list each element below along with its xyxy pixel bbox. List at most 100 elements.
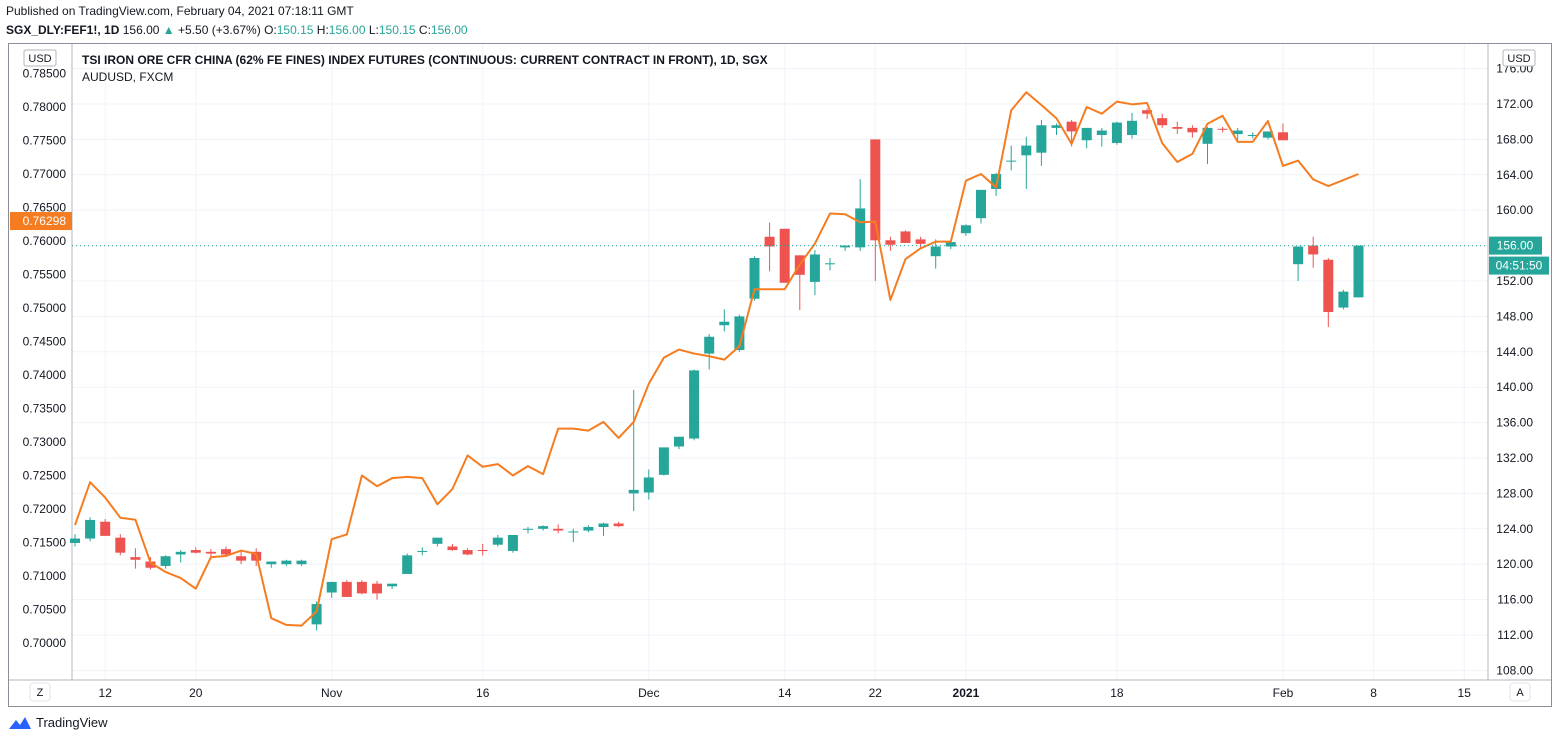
right-axis-tick-label: 120.00 bbox=[1496, 557, 1533, 571]
x-axis-tick-label: 2021 bbox=[953, 686, 980, 700]
candle-body bbox=[311, 604, 322, 625]
candle-body bbox=[1232, 130, 1243, 135]
candle-body bbox=[1096, 130, 1107, 135]
left-unit-badge[interactable] bbox=[23, 49, 57, 67]
close-value: 156.00 bbox=[430, 23, 468, 37]
candle-body bbox=[628, 489, 639, 494]
candle-body bbox=[236, 556, 247, 561]
audusd-last-tag-label: 0.76298 bbox=[23, 214, 67, 228]
candle-body bbox=[809, 254, 820, 282]
x-axis-tick-label: 18 bbox=[1110, 686, 1124, 700]
candle-body bbox=[190, 550, 201, 553]
tradingview-logo-icon bbox=[9, 716, 31, 729]
candle-body bbox=[372, 583, 382, 594]
candle-body bbox=[1111, 122, 1122, 143]
candle-body bbox=[900, 231, 911, 243]
published-line: Published on TradingView.com, February 0… bbox=[6, 4, 354, 18]
high-value: 156.00 bbox=[328, 23, 366, 37]
x-axis-tick-label: 12 bbox=[99, 686, 113, 700]
candle-body bbox=[1202, 127, 1213, 144]
left-axis-tick-label: 0.77000 bbox=[23, 167, 67, 181]
candle-body bbox=[1278, 132, 1288, 141]
left-axis-tick-label: 0.78500 bbox=[23, 67, 67, 81]
candle-body bbox=[175, 551, 186, 555]
candle-body bbox=[764, 236, 775, 247]
x-axis-tick-label: Feb bbox=[1273, 686, 1294, 700]
candle-body bbox=[553, 528, 564, 531]
left-axis-tick-label: 0.76500 bbox=[23, 201, 67, 215]
candle-body bbox=[447, 546, 458, 551]
candle-body bbox=[719, 321, 730, 326]
right-axis-tick-label: 148.00 bbox=[1496, 309, 1533, 323]
candle-body bbox=[1187, 127, 1198, 133]
right-axis-tick-label: 132.00 bbox=[1496, 451, 1533, 465]
candle-body bbox=[160, 556, 171, 566]
candle-body bbox=[960, 225, 971, 234]
high-label: H: bbox=[316, 23, 329, 37]
left-axis-tick-label: 0.70000 bbox=[23, 636, 67, 650]
x-axis-tick-label: 16 bbox=[476, 686, 490, 700]
candle-body bbox=[356, 581, 367, 594]
candle-body bbox=[930, 246, 941, 257]
candle-body bbox=[281, 560, 292, 565]
candle-body bbox=[266, 561, 277, 565]
right-axis-tick-label: 144.00 bbox=[1496, 345, 1533, 359]
candle-body bbox=[432, 537, 443, 544]
candle-body bbox=[402, 555, 413, 574]
right-axis-tick-label: 172.00 bbox=[1496, 97, 1533, 111]
candle-body bbox=[296, 560, 307, 565]
candle-body bbox=[130, 557, 141, 560]
ticker-line: SGX_DLY:FEF1!, 1D 156.00 ▲ +5.50 (+3.67%… bbox=[6, 23, 468, 37]
candle-body bbox=[492, 537, 503, 545]
candle-body bbox=[1293, 246, 1304, 265]
right-axis-tick-label: 112.00 bbox=[1497, 628, 1533, 642]
candle-body bbox=[1262, 131, 1273, 138]
candle-body bbox=[1157, 118, 1168, 126]
candle-body bbox=[704, 336, 715, 354]
close-label: C: bbox=[418, 23, 431, 37]
change-value: +5.50 (+3.67%) bbox=[178, 23, 261, 37]
last-price-tag bbox=[1489, 236, 1542, 255]
footer-brand[interactable]: TradingView bbox=[8, 715, 108, 730]
low-value: 150.15 bbox=[378, 23, 416, 37]
last-price-tag-label: 156.00 bbox=[1497, 239, 1534, 253]
candle-body bbox=[915, 239, 926, 244]
candle-body bbox=[1323, 259, 1334, 312]
candle-body bbox=[1021, 145, 1032, 156]
x-axis-tick-label: 14 bbox=[778, 686, 792, 700]
x-axis-tick-label: 20 bbox=[189, 686, 203, 700]
last-price: 156.00 bbox=[122, 23, 160, 37]
candle-body bbox=[1051, 125, 1062, 128]
left-axis-tick-label: 0.70500 bbox=[23, 603, 67, 617]
candle-body bbox=[1081, 127, 1092, 141]
chart-frame[interactable] bbox=[8, 43, 1552, 707]
left-axis-tick-label: 0.71000 bbox=[23, 569, 67, 583]
auto-scale-button[interactable] bbox=[1509, 682, 1531, 702]
left-axis-tick-label: 0.76000 bbox=[23, 234, 67, 248]
overlay-series-title: AUDUSD, FXCM bbox=[82, 70, 173, 84]
candle-body bbox=[1142, 110, 1153, 114]
candle-body bbox=[1247, 134, 1258, 136]
up-arrow-icon: ▲ bbox=[162, 23, 175, 37]
candle-body bbox=[734, 316, 745, 351]
candle-body bbox=[100, 521, 111, 536]
right-axis-tick-label: 152.00 bbox=[1496, 274, 1533, 288]
left-axis-tick-label: 0.78000 bbox=[23, 100, 67, 114]
x-axis-tick-label: 8 bbox=[1370, 686, 1377, 700]
left-axis-tick-label: 0.74000 bbox=[23, 368, 67, 382]
candle-body bbox=[613, 523, 624, 527]
candle-body bbox=[387, 583, 398, 587]
candle-body bbox=[462, 550, 473, 555]
right-axis-tick-label: 124.00 bbox=[1496, 522, 1533, 536]
candle-body bbox=[1338, 291, 1349, 308]
low-label: L: bbox=[368, 23, 379, 37]
candle-body bbox=[417, 550, 428, 552]
right-unit-badge[interactable] bbox=[1502, 49, 1536, 67]
zoom-button[interactable] bbox=[29, 682, 51, 702]
candle-body bbox=[976, 189, 986, 219]
candle-body bbox=[538, 526, 549, 529]
candle-body bbox=[568, 531, 579, 533]
audusd-last-tag bbox=[10, 212, 72, 231]
x-axis-tick-label: Dec bbox=[638, 686, 659, 700]
